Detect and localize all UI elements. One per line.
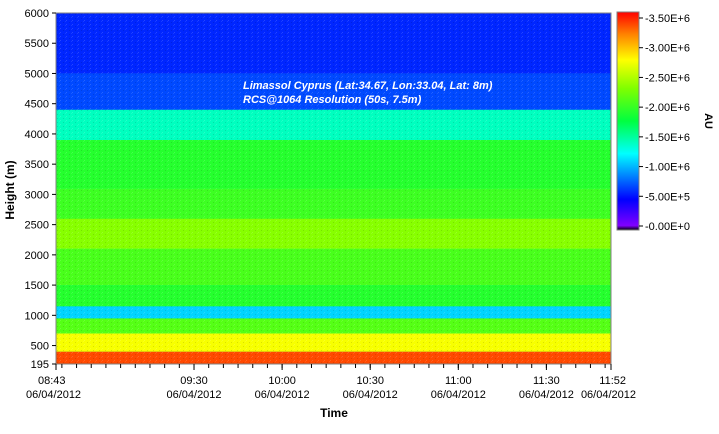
y-tick-label: 6000 bbox=[25, 8, 49, 20]
y-tick-label: 195 bbox=[31, 359, 49, 371]
x-tick-date: 06/04/2012 bbox=[343, 389, 398, 401]
y-tick-label: 1000 bbox=[25, 310, 49, 322]
colorbar-tick-label: -5.00E+5 bbox=[645, 191, 690, 203]
colorbar-tick-label: -2.00E+6 bbox=[645, 102, 690, 114]
x-tick-date: 06/04/2012 bbox=[519, 389, 574, 401]
y-tick-label: 500 bbox=[31, 341, 49, 353]
x-tick-time: 09:30 bbox=[180, 375, 208, 387]
colorbar-tick-label: -1.50E+6 bbox=[645, 132, 690, 144]
chart-title: Limassol Cyprus (Lat:34.67, Lon:33.04, L… bbox=[243, 80, 493, 92]
colorbar-tick-label: -0.00E+0 bbox=[645, 221, 690, 233]
colorbar-tick-label: -3.50E+6 bbox=[645, 13, 690, 25]
x-tick-time: 10:00 bbox=[268, 375, 296, 387]
chart-subtitle: RCS@1064 Resolution (50s, 7.5m) bbox=[243, 94, 422, 106]
x-tick-date: 06/04/2012 bbox=[581, 389, 636, 401]
x-tick-time: 08:43 bbox=[38, 375, 66, 387]
x-axis-label: Time bbox=[320, 406, 348, 420]
x-tick-date: 06/04/2012 bbox=[255, 389, 310, 401]
colorbar-ticks: -3.50E+6 -3.00E+6 -2.50E+6 -2.00E+6 -1.50E+6… bbox=[639, 13, 690, 233]
x-axis: 08:43 06/04/2012 09:30 06/04/2012 10:00 06/04… bbox=[26, 364, 636, 401]
x-tick-date: 06/04/2012 bbox=[431, 389, 486, 401]
y-tick-label: 4000 bbox=[25, 129, 49, 141]
y-tick-label: 4500 bbox=[25, 99, 49, 111]
y-tick-label: 3000 bbox=[25, 189, 49, 201]
x-tick-date: 06/04/2012 bbox=[26, 389, 81, 401]
plot-frame bbox=[55, 12, 612, 365]
y-axis: 195 500 1000 1500 2000 2500 3000 3500 4000 4500 50… bbox=[25, 8, 56, 371]
colorbar-tick-label: -2.50E+6 bbox=[645, 72, 690, 84]
colorbar bbox=[616, 11, 640, 231]
x-tick-time: 11:52 bbox=[599, 375, 626, 387]
colorbar-tick-label: -3.00E+6 bbox=[645, 43, 690, 55]
y-tick-label: 1500 bbox=[25, 280, 49, 292]
y-tick-label: 3500 bbox=[25, 159, 49, 171]
colorbar-tick-label: -1.00E+6 bbox=[645, 162, 690, 174]
x-tick-time: 10:30 bbox=[356, 375, 384, 387]
colorbar-label: AU bbox=[702, 113, 714, 129]
x-tick-time: 11:30 bbox=[533, 375, 560, 387]
x-tick-date: 06/04/2012 bbox=[166, 389, 221, 401]
y-tick-label: 5000 bbox=[25, 68, 49, 80]
y-axis-label: Height (m) bbox=[3, 160, 17, 219]
x-tick-time: 11:00 bbox=[445, 375, 472, 387]
y-tick-label: 5500 bbox=[25, 38, 49, 50]
heatmap-texture bbox=[56, 13, 611, 364]
y-tick-label: 2000 bbox=[25, 250, 49, 262]
y-tick-label: 2500 bbox=[25, 220, 49, 232]
